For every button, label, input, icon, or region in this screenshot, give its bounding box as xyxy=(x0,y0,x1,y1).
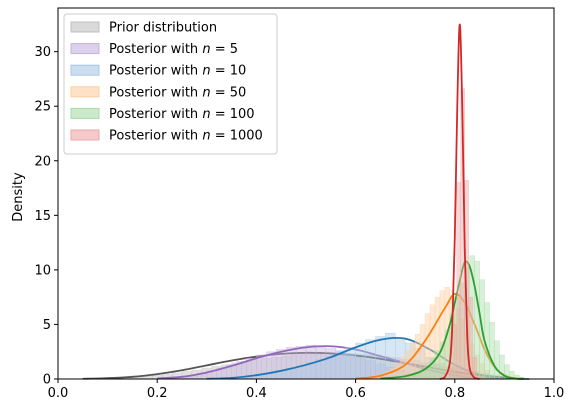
x-axis: 0.0 0.2 0.4 0.6 0.8 1.0 xyxy=(48,379,565,401)
legend: Prior distribution Posterior with n = 5 Po… xyxy=(63,13,278,155)
legend-swatch xyxy=(70,86,100,98)
y-tick-label: 20 xyxy=(34,154,51,169)
legend-label: Posterior with n = 5 xyxy=(109,42,238,57)
hist-bar xyxy=(456,182,462,380)
y-tick-label: 25 xyxy=(34,100,51,115)
x-tick-label: 0.4 xyxy=(246,386,267,401)
kde-line xyxy=(380,260,525,380)
hist-bar xyxy=(452,324,458,380)
plot-area xyxy=(82,23,530,380)
legend-item: Posterior with n = 50 xyxy=(70,85,246,100)
hist-bar xyxy=(355,342,366,380)
y-tick-label: 10 xyxy=(34,263,51,278)
y-tick-label: 30 xyxy=(34,45,51,60)
legend-label: Prior distribution xyxy=(109,21,217,36)
x-tick-label: 1.0 xyxy=(544,386,565,401)
hist-bar xyxy=(489,322,495,380)
y-axis: 0 5 10 15 20 25 30 xyxy=(34,45,58,388)
kde-line xyxy=(206,336,530,380)
legend-label: Posterior with n = 1000 xyxy=(109,129,263,144)
legend-swatch xyxy=(70,64,100,76)
hist-bar xyxy=(325,355,337,380)
legend-label: Posterior with n = 50 xyxy=(109,85,246,100)
legend-item: Posterior with n = 5 xyxy=(70,42,238,57)
legend-label: Posterior with n = 100 xyxy=(109,107,255,122)
hist-bar xyxy=(345,347,356,380)
legend-box xyxy=(63,13,278,155)
x-tick-label: 0.8 xyxy=(444,386,465,401)
y-tick-label: 5 xyxy=(43,318,51,333)
legend-label: Posterior with n = 10 xyxy=(109,64,246,79)
legend-item: Prior distribution xyxy=(70,21,217,36)
legend-item: Posterior with n = 10 xyxy=(70,64,246,79)
x-tick-label: 0.0 xyxy=(48,386,69,401)
y-tick-label: 15 xyxy=(34,209,51,224)
axes-frame xyxy=(57,7,555,380)
legend-item: Posterior with n = 1000 xyxy=(70,129,263,144)
hist-bar xyxy=(375,336,386,380)
legend-swatch xyxy=(70,107,100,119)
legend-swatch xyxy=(70,43,100,55)
y-tick-label: 0 xyxy=(43,373,51,388)
hist-bar xyxy=(335,351,346,380)
kde-line xyxy=(439,23,480,380)
y-axis-title: Density xyxy=(11,172,26,222)
x-tick-label: 0.2 xyxy=(147,386,168,401)
kde-line xyxy=(157,345,505,380)
hist-bar xyxy=(365,339,376,380)
x-tick-label: 0.6 xyxy=(345,386,366,401)
legend-swatch xyxy=(70,21,100,33)
legend-swatch xyxy=(70,129,100,141)
hist-bar xyxy=(494,340,500,380)
legend-item: Posterior with n = 100 xyxy=(70,107,255,122)
